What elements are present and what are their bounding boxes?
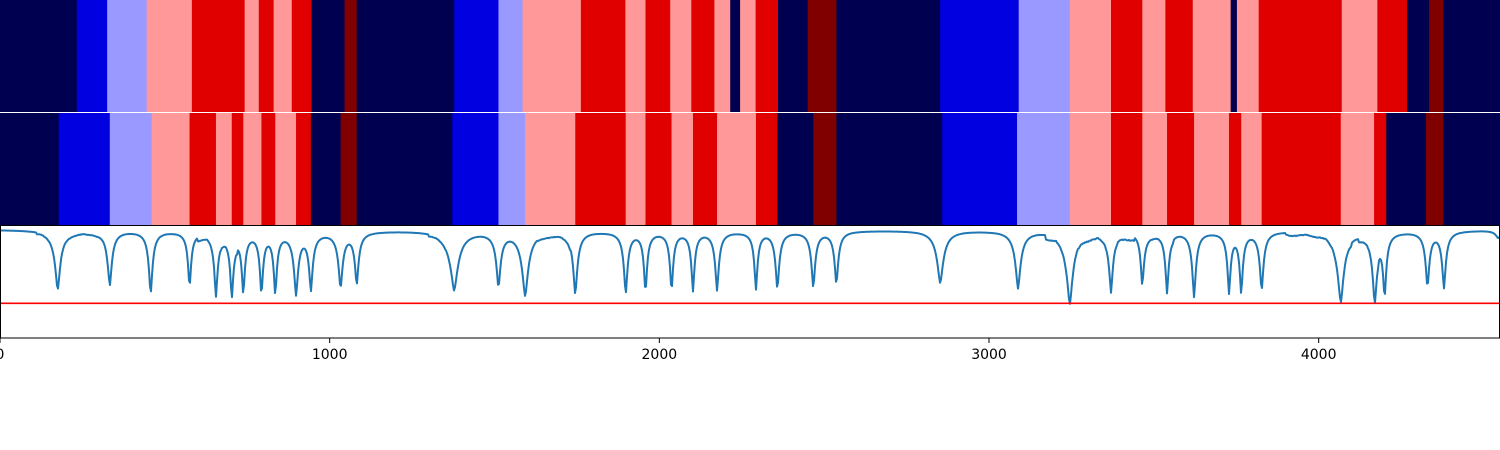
heatmap-segment [1374,113,1387,225]
heatmap-segment [1262,113,1342,225]
heatmap-segment [777,113,814,225]
x-tick-label: 3000 [971,347,1007,363]
heatmap-segment [110,113,152,225]
heatmap-segment [670,0,692,112]
heatmap-segment [525,113,576,225]
heatmap-segment [452,113,499,225]
heatmap-segment [1386,113,1426,225]
heatmap-segment [717,113,757,225]
heatmap-segment [1070,113,1112,225]
heatmap-segment [1259,0,1343,112]
heatmap-segment [626,113,646,225]
heatmap-segment [1167,113,1195,225]
heatmap-segment [1237,0,1259,112]
heatmap-segment [756,113,778,225]
heatmap-segment [813,113,837,225]
heatmap-segment [311,113,341,225]
heatmap-segment [730,0,740,112]
heatmap-segment [1342,0,1378,112]
heatmap-segment [1111,0,1143,112]
heatmap-segment [274,0,293,112]
segmentation-row-1 [0,0,1500,112]
x-tick-label: 0 [0,347,4,363]
x-tick-label: 4000 [1301,347,1337,363]
heatmap-segment [1142,0,1166,112]
heatmap-segment [357,113,453,225]
heatmap-segment [1426,113,1444,225]
heatmap-segment [581,0,626,112]
heatmap-segment [1165,0,1193,112]
heatmap-segment [714,0,730,112]
heatmap-segment [1194,113,1230,225]
heatmap-segment [0,113,59,225]
heatmap-segment [296,113,311,225]
heatmap-segment [693,113,718,225]
heatmap-segment [1193,0,1232,112]
heatmap-segment [341,113,358,225]
row-separator [0,112,1500,113]
segmentation-row-2 [0,112,1500,225]
heatmap-segment [1070,0,1112,112]
heatmap-segment [1443,0,1500,112]
heatmap-segment [498,0,523,112]
heatmap-segment [940,0,1019,112]
heatmap-segment [147,0,193,112]
heatmap-segment [77,0,108,112]
heatmap-segment [275,113,296,225]
heatmap-segment [261,113,275,225]
heatmap-segment [645,0,670,112]
heatmap-segment [245,0,260,112]
heatmap-segment [357,0,455,112]
heatmap-segment [1229,113,1242,225]
heatmap-segment [259,0,274,112]
heatmap-segment [575,113,626,225]
heatmap-segment [625,0,646,112]
heatmap-segment [192,0,245,112]
heatmap-segment [1142,113,1167,225]
heatmap-segment [1231,0,1238,112]
heatmap-segment [1111,113,1143,225]
heatmap-segment [1017,113,1070,225]
heatmap-segment [292,0,312,112]
heatmap-segment [216,113,232,225]
heatmap-segment [1377,0,1407,112]
heatmap-segment [836,0,940,112]
heatmap-segment [691,0,715,112]
heatmap-segment [498,113,525,225]
heatmap-segment [1241,113,1262,225]
heatmap-segment [778,0,808,112]
heatmap-segment [190,113,217,225]
heatmap-segment [836,113,942,225]
heatmap-segment [345,0,358,112]
heatmap-segment [645,113,672,225]
heatmap-segment [1019,0,1071,112]
heatmap-segment [59,113,111,225]
heatmap-segment [808,0,837,112]
x-tick-label: 1000 [312,347,348,363]
heatmap-segment [1443,113,1500,225]
heatmap-segment [756,0,779,112]
x-tick-label: 2000 [642,347,678,363]
heatmap-segment [1407,0,1430,112]
heatmap-segment [243,113,262,225]
heatmap-segment [740,0,756,112]
heatmap-segment [672,113,694,225]
heatmap-segment [454,0,499,112]
heatmap-segment [312,0,346,112]
heatmap-segment [0,0,77,112]
heatmap-segment [107,0,147,112]
heatmap-segment [942,113,1017,225]
heatmap-segment [1341,113,1375,225]
heatmap-segment [523,0,582,112]
heatmap-segment [232,113,244,225]
confidence-panel [0,225,1500,338]
heatmap-segment [152,113,191,225]
heatmap-segment [1429,0,1444,112]
